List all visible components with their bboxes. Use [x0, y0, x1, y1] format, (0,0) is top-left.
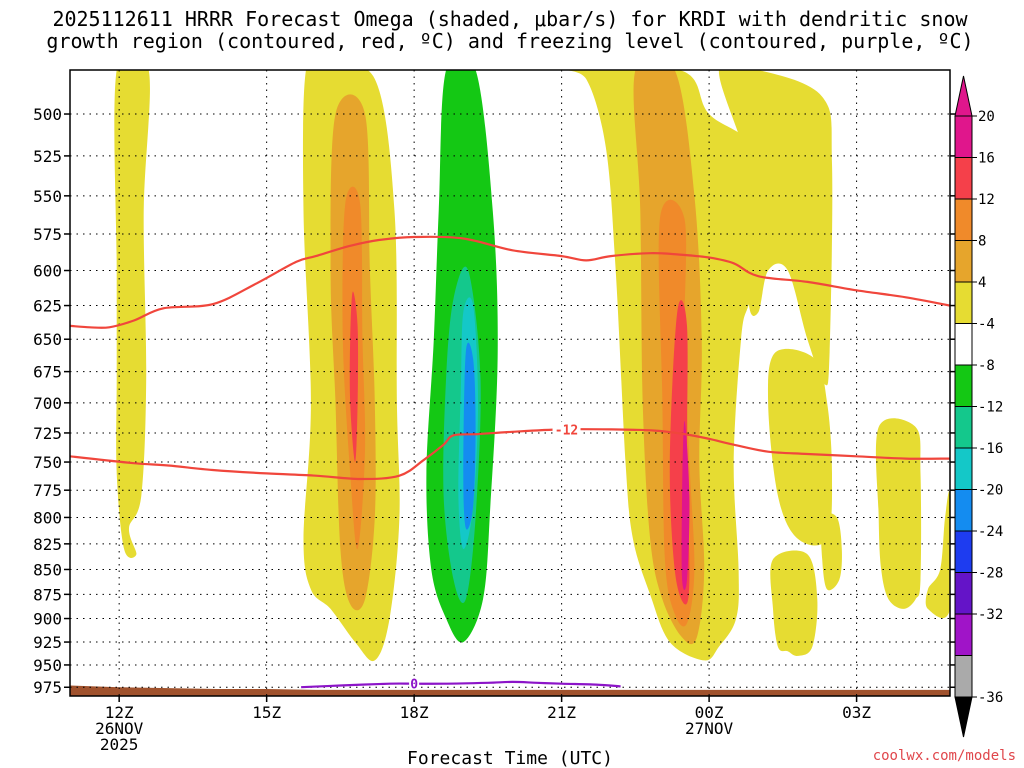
x-tick-label: 27NOV	[685, 719, 734, 738]
y-tick-label: 625	[33, 297, 62, 316]
colorbar-label: -4	[978, 317, 995, 333]
colorbar-label: -28	[978, 566, 1003, 582]
colorbar-swatch	[954, 447, 973, 490]
colorbar-label: 16	[978, 151, 995, 167]
colorbar-label: -16	[978, 441, 1003, 457]
colorbar-swatch	[954, 364, 973, 407]
terrain-surface	[70, 685, 950, 696]
y-tick-label: 800	[33, 508, 62, 527]
terrain-layer	[70, 685, 950, 696]
y-tick-label: 825	[33, 535, 62, 554]
colorbar-swatch	[954, 115, 973, 158]
x-tick-label: 00Z	[695, 703, 724, 722]
dgz-contour-0	[70, 235, 950, 329]
y-tick-label: 925	[33, 633, 62, 652]
y-tick-label: 700	[33, 394, 62, 413]
x-tick-label: 2025	[100, 735, 139, 754]
freezing-contour-0	[301, 680, 621, 689]
colorbar-label: -12	[978, 400, 1003, 416]
y-tick-label: 850	[33, 560, 62, 579]
grid-layer	[70, 70, 950, 696]
dgz-label-bg	[552, 421, 581, 438]
colorbar-label: 12	[978, 192, 995, 208]
x-tick-label: 12Z	[105, 703, 134, 722]
omega-region-9	[681, 421, 690, 590]
y-tick-label: 750	[33, 453, 62, 472]
chart-title-line: growth region (contoured, red, ºC) and f…	[46, 29, 973, 53]
dgz-contour-1	[70, 428, 950, 481]
freezing-label-bg	[409, 676, 420, 690]
x-tick-label: 21Z	[547, 703, 576, 722]
omega-region-12	[770, 550, 818, 656]
y-tick-label: 775	[33, 481, 62, 500]
omega-region-0	[114, 70, 150, 558]
y-tick-label: 525	[33, 147, 62, 166]
dgz-contour-label: -12	[555, 423, 578, 438]
colorbar-swatch	[954, 489, 973, 532]
y-tick-label: 875	[33, 585, 62, 604]
colorbar-over-arrow	[954, 75, 973, 117]
colorbar-swatch	[954, 406, 973, 449]
contour-layer: -12 0	[70, 235, 950, 693]
omega-region-10	[718, 70, 833, 386]
x-tick-label: 18Z	[400, 703, 429, 722]
colorbar-swatch	[954, 655, 973, 698]
y-tick-label: 900	[33, 610, 62, 629]
colorbar-label: 8	[978, 234, 986, 250]
y-tick-label: 600	[33, 262, 62, 281]
x-axis-title: Forecast Time (UTC)	[407, 748, 613, 768]
y-tick-label: 950	[33, 656, 62, 675]
colorbar-under-arrow	[954, 696, 973, 738]
colorbar: 20 16 12 8 4 -4 -8 -12 -16 -20 -24 -28 -32 -36	[954, 75, 1003, 738]
plot-frame	[69, 69, 951, 697]
colorbar-label: 4	[978, 275, 986, 291]
y-tick-label: 575	[33, 225, 62, 244]
freezing-contour-label: 0	[410, 678, 418, 693]
x-tick-label: 26NOV	[95, 719, 144, 738]
colorbar-swatch	[954, 323, 973, 366]
x-tick-label: 03Z	[842, 703, 871, 722]
y-tick-label: 500	[33, 105, 62, 124]
chart-title-line: 2025112611 HRRR Forecast Omega (shaded, …	[52, 7, 968, 31]
omega-region-11	[767, 348, 833, 546]
omega-region-4	[349, 291, 359, 462]
credit-link[interactable]: coolwx.com/models	[873, 748, 1016, 764]
colorbar-swatch	[954, 281, 973, 324]
x-tick-label: 15Z	[252, 703, 281, 722]
omega-region-15	[925, 490, 950, 619]
colorbar-swatch	[954, 530, 973, 573]
colorbar-label: -20	[978, 483, 1003, 499]
y-tick-label: 675	[33, 363, 62, 382]
colorbar-label: -36	[978, 690, 1003, 706]
y-tick-label: 975	[33, 678, 62, 697]
colorbar-swatch	[954, 198, 973, 241]
y-axis: 500 525 550 575 600 625 650 675 700 725 750 775 800 8…	[33, 105, 956, 697]
omega-region-19	[463, 342, 476, 530]
plot-area: -12 0	[69, 69, 951, 697]
omega-region-13	[820, 512, 842, 591]
colorbar-label: -24	[978, 524, 1003, 540]
colorbar-label: -8	[978, 358, 995, 374]
y-tick-label: 650	[33, 330, 62, 349]
colorbar-swatch	[954, 572, 973, 615]
colorbar-swatch	[954, 613, 973, 656]
y-tick-label: 550	[33, 187, 62, 206]
colorbar-label: -32	[978, 607, 1003, 623]
chart-title: 2025112611 HRRR Forecast Omega (shaded, …	[46, 7, 973, 53]
y-tick-label: 725	[33, 424, 62, 443]
colorbar-swatch	[954, 240, 973, 283]
colorbar-swatch	[954, 157, 973, 200]
colorbar-label: 20	[978, 109, 995, 125]
omega-region-14	[875, 418, 922, 609]
